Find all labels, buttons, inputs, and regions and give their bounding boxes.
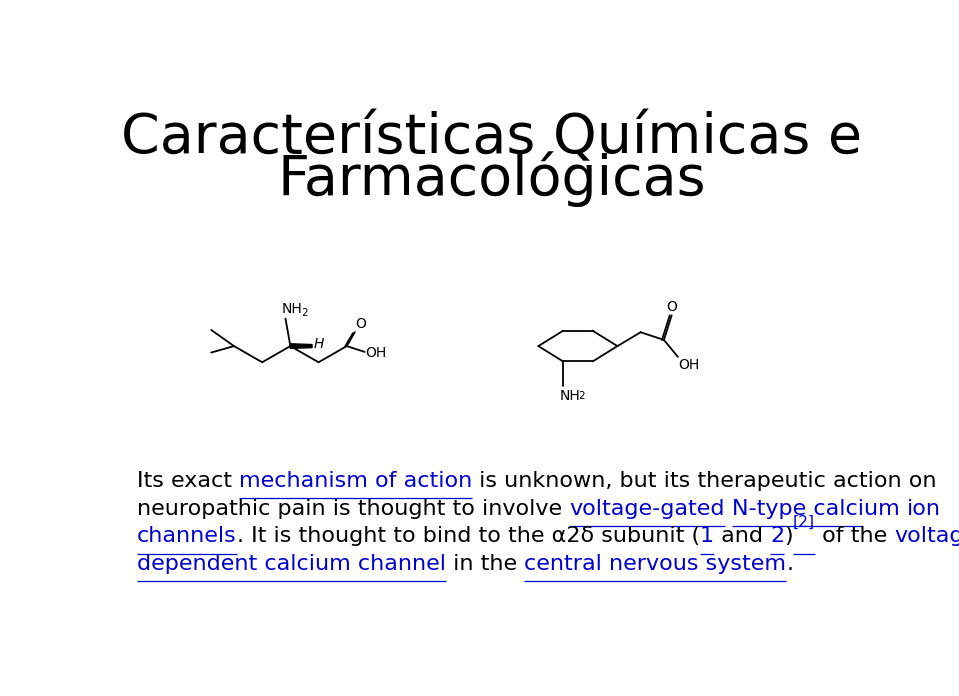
Text: central nervous system: central nervous system <box>525 554 786 574</box>
Text: O: O <box>667 300 677 314</box>
Text: O: O <box>356 317 366 331</box>
Text: [2]: [2] <box>793 514 815 530</box>
Text: .: . <box>786 554 793 574</box>
Text: NH: NH <box>282 302 302 316</box>
Text: mechanism of action: mechanism of action <box>239 471 472 491</box>
Text: 2: 2 <box>770 526 784 546</box>
Text: voltage-gated: voltage-gated <box>570 499 725 519</box>
Text: dependent calcium channel: dependent calcium channel <box>137 554 446 574</box>
Text: Farmacológicas: Farmacológicas <box>277 151 706 207</box>
Text: NH: NH <box>560 389 581 403</box>
Text: 2: 2 <box>578 390 585 401</box>
Text: neuropathic pain is thought to involve: neuropathic pain is thought to involve <box>137 499 570 519</box>
Text: . It is thought to bind to the α2δ subunit (: . It is thought to bind to the α2δ subun… <box>237 526 700 546</box>
Text: channels: channels <box>137 526 237 546</box>
Text: Its exact: Its exact <box>137 471 239 491</box>
Text: ): ) <box>784 526 793 546</box>
Polygon shape <box>291 344 312 349</box>
Text: voltage-: voltage- <box>894 526 959 546</box>
Text: is unknown, but its therapeutic action on: is unknown, but its therapeutic action o… <box>472 471 937 491</box>
Text: ion: ion <box>906 499 941 519</box>
Text: OH: OH <box>679 358 700 372</box>
Text: Características Químicas e: Características Químicas e <box>121 111 862 165</box>
Text: and: and <box>713 526 770 546</box>
Text: OH: OH <box>365 346 386 360</box>
Text: 1: 1 <box>700 526 713 546</box>
Text: in the: in the <box>446 554 525 574</box>
Text: 2: 2 <box>301 308 308 318</box>
Text: H: H <box>314 337 324 351</box>
Text: of the: of the <box>815 526 894 546</box>
Text: N-type calcium: N-type calcium <box>732 499 900 519</box>
